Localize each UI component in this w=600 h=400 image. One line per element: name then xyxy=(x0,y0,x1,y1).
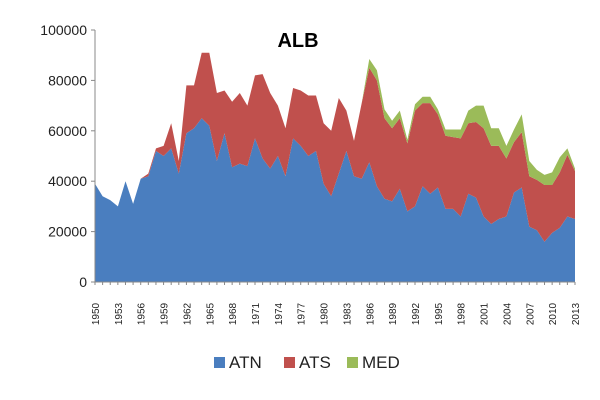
x-tick-label: 1971 xyxy=(251,302,262,325)
x-tick-label: 1977 xyxy=(297,302,308,325)
x-tick-label: 1950 xyxy=(91,302,102,325)
legend-swatch-atn xyxy=(214,357,225,368)
area-ats xyxy=(95,52,575,242)
x-tick-label: 2013 xyxy=(571,302,582,325)
chart-title: ALB xyxy=(277,30,318,52)
x-tick-label: 1995 xyxy=(434,302,445,325)
x-tick-label: 1968 xyxy=(228,302,239,325)
x-tick-labels: 1950 1953 1956 1959 1962 1965 1968 1971 1974 1977… xyxy=(91,282,582,325)
x-tick-label: 1953 xyxy=(114,302,125,325)
y-tick-label: 60000 xyxy=(48,123,87,139)
area-atn xyxy=(95,118,575,282)
legend-label-atn: ATN xyxy=(229,353,262,372)
legend-label-med: MED xyxy=(362,353,400,372)
x-tick-label: 1959 xyxy=(160,302,171,325)
y-tick-label: 20000 xyxy=(48,224,87,240)
legend-swatch-ats xyxy=(284,357,295,368)
x-tick-label: 1980 xyxy=(320,302,331,325)
y-tick-labels: 0 20000 40000 60000 80000 100000 xyxy=(40,22,95,290)
x-tick-label: 1992 xyxy=(411,302,422,325)
x-tick-label: 1998 xyxy=(457,302,468,325)
y-tick-label: 40000 xyxy=(48,173,87,189)
y-tick-label: 100000 xyxy=(40,22,87,38)
y-tick-label: 80000 xyxy=(48,72,87,88)
y-tick-label: 0 xyxy=(79,274,87,290)
x-tick-label: 1962 xyxy=(182,302,193,325)
x-tick-label: 2007 xyxy=(525,302,536,325)
legend-swatch-med xyxy=(347,357,358,368)
axes xyxy=(94,30,575,283)
x-tick-label: 1986 xyxy=(365,302,376,325)
x-tick-label: 1974 xyxy=(274,302,285,325)
x-tick-label: 1983 xyxy=(342,302,353,325)
x-tick-label: 2001 xyxy=(480,302,491,325)
x-tick-label: 1989 xyxy=(388,302,399,325)
series-areas xyxy=(95,52,575,282)
x-tick-label: 1956 xyxy=(137,302,148,325)
legend-label-ats: ATS xyxy=(299,353,331,372)
legend: ATN ATS MED xyxy=(214,353,400,372)
x-tick-label: 2010 xyxy=(548,302,559,325)
x-tick-label: 2004 xyxy=(502,302,513,325)
x-tick-label: 1965 xyxy=(205,302,216,325)
